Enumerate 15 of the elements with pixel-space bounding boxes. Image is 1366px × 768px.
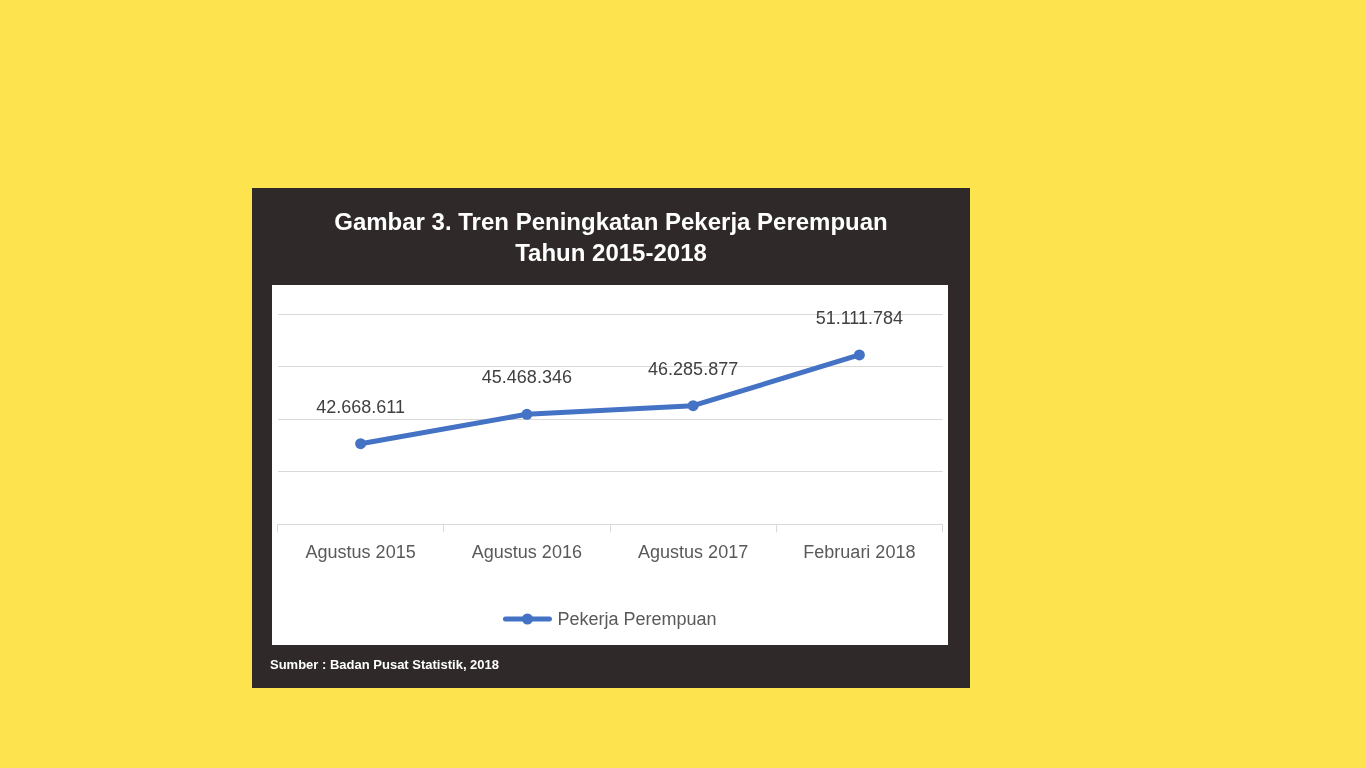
data-label: 46.285.877 — [648, 358, 739, 379]
text: Sumber : Badan Pusat Statistik, 2018 — [270, 657, 500, 672]
x-tick-label: Februari 2018 — [803, 542, 916, 563]
point — [687, 400, 699, 412]
point — [853, 349, 865, 361]
legend-label: Pekerja Perempuan — [557, 608, 717, 629]
data-label: 42.668.611 — [316, 396, 406, 417]
x-tick-label: Agustus 2015 — [305, 542, 416, 563]
data-label: 51.111.784 — [815, 307, 904, 328]
data-label: 45.468.346 — [481, 367, 572, 388]
chart-title: Gambar 3. Tren Peningkatan Pekerja Perempuan Tahun 2015-2018 — [333, 207, 889, 268]
x-tick-label: Agustus 2016 — [471, 542, 582, 563]
x-tick-label: Agustus 2017 — [638, 542, 749, 563]
point — [521, 408, 533, 420]
point — [355, 438, 367, 450]
